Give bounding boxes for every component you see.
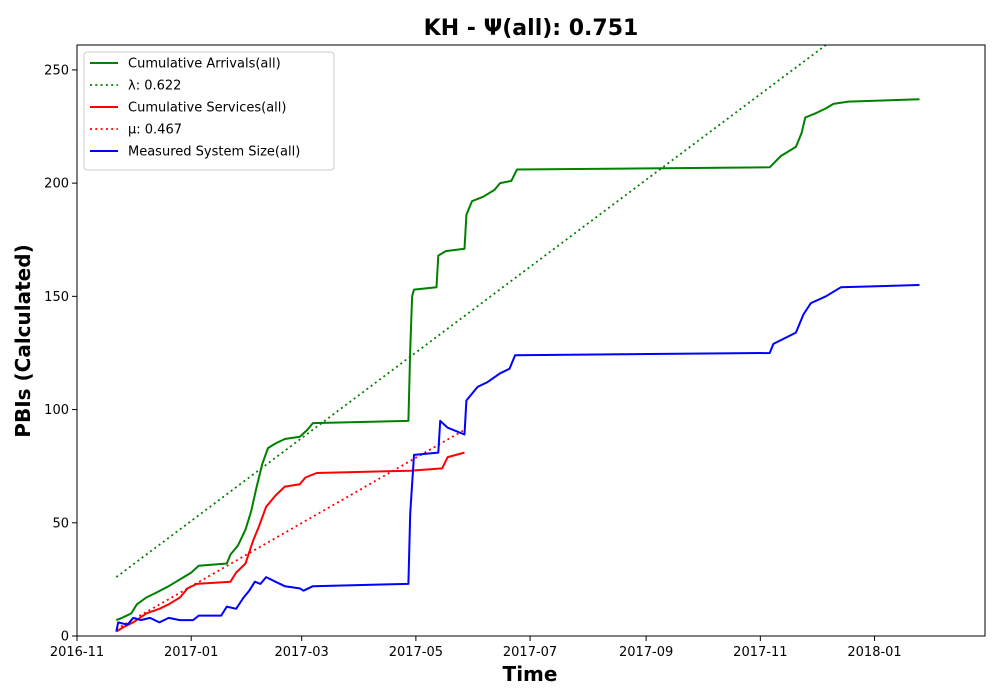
series-line-4: [115, 284, 920, 632]
series-line-2: [115, 451, 465, 633]
y-tick-label: 200: [44, 177, 69, 192]
x-tick-label: 2017-07: [503, 645, 557, 660]
x-axis-label: Time: [503, 662, 558, 686]
legend-label-0: Cumulative Arrivals(all): [128, 57, 281, 72]
plot-frame: [76, 44, 986, 637]
x-tick-label: 2017-11: [733, 645, 787, 660]
legend-label-1: λ: 0.622: [128, 79, 181, 94]
series-group: [115, 45, 920, 633]
plot-area: 0 50 100 150 200 250 2016-11 2017-01 2017-03 2017…: [44, 44, 986, 660]
legend-label-2: Cumulative Services(all): [128, 101, 286, 116]
legend-label-3: μ: 0.467: [128, 123, 182, 138]
y-axis-label: PBIs (Calculated): [11, 244, 35, 437]
y-tick-label: 100: [44, 403, 69, 418]
x-tick-label: 2018-01: [847, 645, 901, 660]
x-tick-label: 2017-09: [619, 645, 673, 660]
legend-box: [83, 51, 335, 171]
y-tick-label: 0: [61, 630, 69, 645]
x-tick-label: 2017-03: [274, 645, 328, 660]
legend-label-4: Measured System Size(all): [128, 145, 300, 160]
x-tick-label: 2016-11: [50, 645, 104, 660]
x-tick-label: 2017-05: [389, 645, 443, 660]
series-line-3: [115, 429, 465, 630]
chart-title: KH - Ψ(all): 0.751: [424, 16, 639, 41]
y-tick-label: 250: [44, 63, 69, 78]
legend: Cumulative Arrivals(all) λ: 0.622 Cumulati…: [83, 51, 335, 171]
series-line-0: [115, 98, 920, 622]
x-tick-label: 2017-01: [164, 645, 218, 660]
y-tick-label: 50: [52, 516, 69, 531]
y-tick-label: 150: [44, 290, 69, 305]
